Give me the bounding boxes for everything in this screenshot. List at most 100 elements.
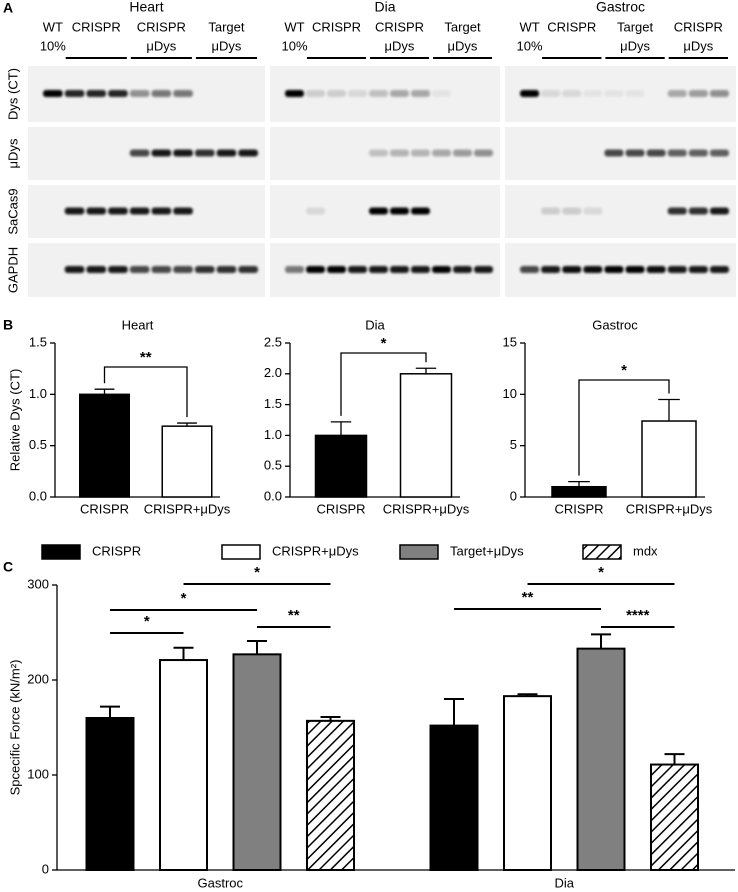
blot-band: [194, 149, 215, 157]
blot-band: [173, 149, 193, 157]
chart-title: Gastroc: [592, 317, 638, 332]
lane-label: 10%: [281, 38, 307, 53]
lane-label: Target: [208, 19, 245, 34]
blot-band: [390, 266, 409, 273]
blot-band: [129, 207, 150, 215]
y-tick-label: 100: [27, 766, 49, 781]
blot-band: [453, 266, 472, 273]
blot-band: [688, 90, 708, 97]
y-tick-label: 0.5: [264, 458, 282, 473]
error-bar: [100, 705, 120, 718]
significance-bracket: [578, 379, 670, 476]
blot-band: [541, 90, 561, 97]
lane-label: CRISPR: [547, 19, 596, 34]
blot-band: [688, 207, 708, 215]
blot-band: [216, 149, 237, 157]
bar: [650, 763, 699, 871]
blot-band: [709, 90, 729, 97]
row-label: GAPDH: [5, 247, 20, 293]
blot-band: [625, 266, 645, 273]
blot-band: [390, 149, 409, 157]
row-label: Dys (CT): [5, 68, 20, 120]
blot-band: [583, 90, 603, 97]
error-bar: [177, 422, 197, 427]
blot-band: [173, 266, 193, 273]
blot-band: [86, 266, 107, 273]
blot-band: [369, 149, 388, 157]
blot-band: [625, 149, 645, 157]
bar: [232, 653, 282, 871]
blot-band: [562, 266, 582, 273]
y-tick-label: 200: [27, 671, 49, 686]
y-tick-label: 2.5: [264, 334, 282, 349]
blot-band: [709, 149, 729, 157]
bar: [314, 434, 368, 498]
blot-band: [604, 266, 624, 273]
blot-band: [625, 90, 645, 97]
x-tick-label: Gastroc: [197, 875, 243, 890]
error-bar: [444, 698, 464, 726]
lane-label: CRISPR: [72, 19, 121, 34]
blot-band: [390, 90, 409, 97]
lane-label: CRISPR: [674, 19, 723, 34]
y-tick-label: 5: [510, 437, 517, 452]
blot-band: [306, 207, 325, 215]
blot-band: [369, 207, 388, 215]
blot-band: [173, 90, 193, 97]
blot-band: [432, 90, 451, 97]
bar: [159, 659, 208, 871]
blot-band: [474, 149, 493, 157]
lane-label: WT: [519, 19, 539, 34]
x-tick-label: CRISPR+μDys: [626, 501, 713, 516]
legend-label: mdx: [633, 543, 658, 558]
blot-band: [541, 207, 561, 215]
blot-band: [520, 266, 540, 273]
y-tick-label: 10: [503, 386, 517, 401]
y-tick-label: 1.5: [264, 396, 282, 411]
bar: [79, 393, 130, 498]
blot-band: [86, 207, 107, 215]
blot-band: [306, 266, 325, 273]
blot-band: [285, 90, 304, 97]
blot-band: [216, 266, 237, 273]
blot-band: [667, 207, 687, 215]
blot-band: [646, 266, 666, 273]
error-bar: [320, 716, 341, 721]
blot-band: [129, 90, 150, 97]
legend-swatch: [221, 544, 261, 560]
blot-band: [327, 266, 346, 273]
tissue-title: Heart: [129, 0, 163, 15]
x-tick-label: CRISPR: [80, 501, 129, 516]
blot-band: [411, 266, 430, 273]
blot-band: [411, 90, 430, 97]
blot-band: [108, 207, 128, 215]
blot-band: [411, 149, 430, 157]
error-bar: [330, 421, 352, 436]
tissue-title: Gastroc: [596, 0, 645, 15]
blot-band: [173, 207, 193, 215]
y-tick-label: 15: [503, 334, 517, 349]
blot-band: [151, 149, 172, 157]
lane-label: WT: [284, 19, 304, 34]
blot-band: [108, 90, 128, 97]
chart-title: Heart: [122, 317, 154, 332]
blot-band: [369, 90, 388, 97]
blot-band: [86, 90, 107, 97]
error-bar: [173, 646, 194, 661]
blot-band: [194, 266, 215, 273]
bar: [503, 695, 552, 872]
blot-band: [709, 266, 729, 273]
y-tick-label: 300: [27, 576, 49, 591]
x-tick-label: CRISPR: [554, 501, 603, 516]
y-axis-label: Relative Dys (CT): [7, 369, 22, 472]
significance-label: *: [381, 335, 387, 352]
significance-label: **: [140, 349, 152, 366]
legend-swatch: [41, 544, 81, 560]
bar: [85, 717, 135, 871]
blot-band: [369, 266, 388, 273]
error-bar: [94, 388, 115, 395]
y-axis-label: Spcecific Force (kN/m²): [7, 660, 22, 796]
significance-bracket: [103, 366, 188, 418]
blot-band: [432, 149, 451, 157]
